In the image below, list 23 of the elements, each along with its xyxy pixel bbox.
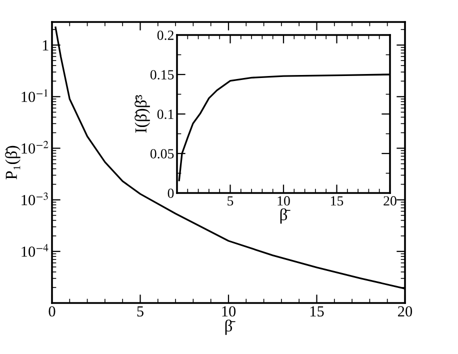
y-tick-label: 10$^{−2}$ bbox=[22, 140, 48, 154]
x-axis-title: β̄ bbox=[280, 208, 290, 224]
y-tick-label: 0.1 bbox=[157, 110, 174, 120]
y-tick-label: 0 bbox=[168, 188, 174, 198]
x-tick-label: 5 bbox=[137, 306, 144, 317]
x-tick-label: 15 bbox=[331, 196, 344, 206]
x-tick-label: 20 bbox=[384, 196, 396, 206]
x-tick-label: 10 bbox=[222, 306, 236, 317]
y-tick-label: 10$^{−3}$ bbox=[22, 192, 48, 206]
y-tick-label: 1 bbox=[42, 40, 48, 50]
x-tick-label: 5 bbox=[228, 196, 234, 206]
x-tick-label: 0 bbox=[48, 306, 56, 317]
x-tick-label: 20 bbox=[398, 306, 412, 317]
y-tick-label: 0.15 bbox=[150, 70, 174, 80]
y-axis-title: I(β̄)β̄³ bbox=[134, 95, 150, 133]
y-tick-label: 10$^{−1}$ bbox=[22, 89, 48, 102]
y-axis-title: P₁(β̄) bbox=[5, 146, 20, 180]
x-tick-label: 10 bbox=[278, 196, 290, 206]
y-tick-label: 0.05 bbox=[150, 149, 174, 159]
y-tick-label: 0.2 bbox=[157, 30, 174, 40]
y-tick-label: 10$^{−4}$ bbox=[22, 244, 48, 257]
x-tick-label: 15 bbox=[310, 306, 324, 317]
x-axis-title: β̄ bbox=[225, 320, 236, 335]
